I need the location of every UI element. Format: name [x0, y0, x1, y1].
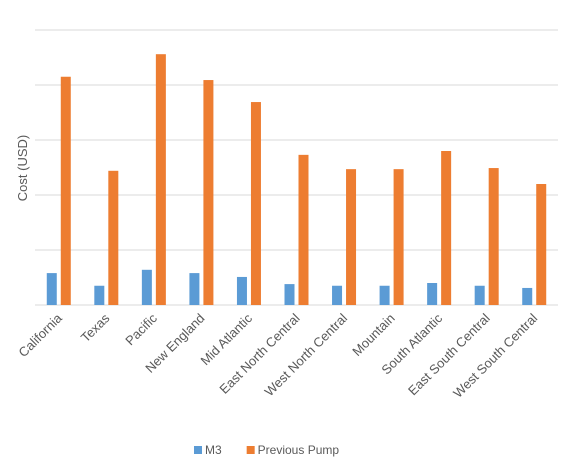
bar [427, 283, 438, 305]
bar [60, 76, 71, 305]
x-tick-label: Mountain [349, 311, 397, 359]
x-tick-label: Texas [78, 310, 113, 345]
bar [94, 285, 105, 305]
bar [236, 276, 247, 305]
bar [284, 284, 295, 305]
legend-swatch [246, 446, 255, 454]
bar [522, 287, 533, 305]
x-tick-label: California [15, 310, 65, 360]
bar [250, 102, 261, 305]
y-axis-label: Cost (USD) [15, 135, 30, 201]
bar [141, 269, 152, 305]
bar [488, 168, 499, 305]
bar [298, 154, 309, 305]
bar [203, 80, 214, 305]
bar [379, 285, 390, 305]
bar [108, 170, 119, 305]
legend-swatch [194, 446, 202, 454]
bar [536, 184, 547, 305]
legend-label: M3 [205, 443, 222, 457]
x-tick-label: West North Central [262, 310, 351, 399]
bar [189, 273, 200, 305]
x-tick-label: Pacific [122, 310, 160, 348]
x-tick-label: East South Central [405, 310, 493, 398]
legend-label: Previous Pump [258, 443, 340, 457]
bar [474, 285, 485, 305]
bar [332, 285, 343, 305]
bar [441, 151, 452, 305]
x-tick-label: West South Central [450, 310, 540, 400]
bar [155, 54, 166, 306]
bar [393, 169, 404, 305]
bar [346, 169, 357, 305]
bar [46, 273, 57, 305]
x-tick-label: East North Central [216, 310, 302, 396]
